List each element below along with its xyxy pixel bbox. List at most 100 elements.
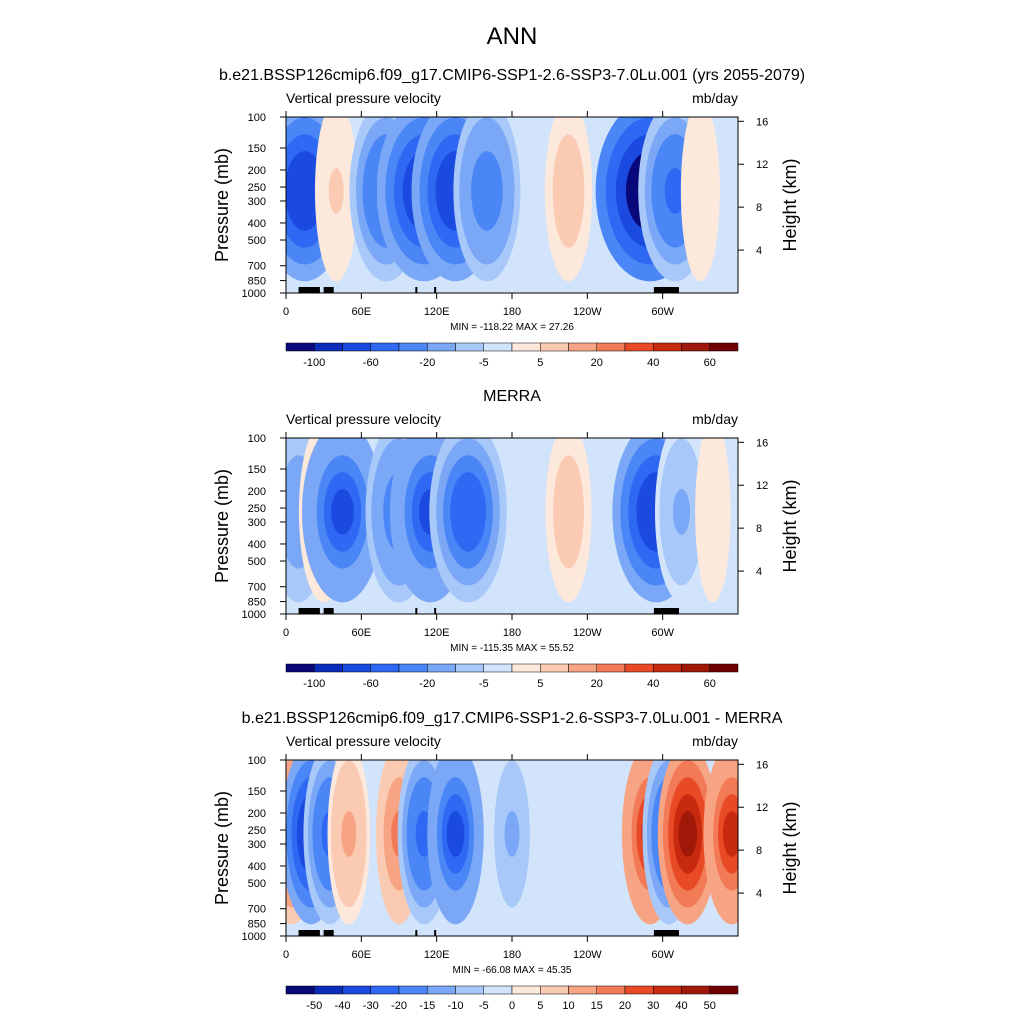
y-tick-label: 200 [248,165,266,177]
x-tick-label: 180 [503,627,521,639]
colorbar-swatch [427,985,456,995]
colorbar-swatch [342,663,371,673]
colorbar-label: 60 [704,678,716,690]
x-tick-label: 180 [503,306,521,318]
topography-mask [415,608,418,614]
colorbar-swatch [540,985,569,995]
contour-cell [331,489,354,535]
colorbar-label: 40 [647,357,659,369]
colorbar-label: 60 [704,357,716,369]
x-tick-label: 120E [424,306,450,318]
colorbar-swatch [681,342,710,352]
topography-mask [434,287,437,293]
y-tick-label: 1000 [242,931,266,943]
y-tick-label: 850 [248,597,266,609]
colorbar-swatch [314,985,343,995]
x-tick-label: 120W [573,627,602,639]
topography-mask [434,930,437,936]
panel-title: b.e21.BSSP126cmip6.f09_g17.CMIP6-SSP1-2.… [242,710,783,727]
y-axis-label-right: Height (km) [780,479,800,572]
contour-cell [678,811,697,857]
units-label: mb/day [692,733,738,749]
y-tick-label: 400 [248,539,266,551]
y-tick-right-label: 8 [756,845,762,857]
colorbar-label: -30 [363,1000,379,1012]
y-tick-label: 150 [248,786,266,798]
units-label: mb/day [692,90,738,106]
y-tick-label: 700 [248,904,266,916]
colorbar-label: 40 [647,678,659,690]
y-axis-label: Pressure (mb) [212,469,232,583]
colorbar-swatch [455,663,484,673]
y-tick-label: 700 [248,261,266,273]
x-tick-label: 120E [424,949,450,961]
contour-cell [560,168,577,214]
topography-mask [298,608,320,614]
y-tick-right-label: 4 [756,245,762,257]
colorbar-swatch [314,663,343,673]
colorbar-swatch [681,663,710,673]
x-tick-label: 60W [651,627,674,639]
colorbar-swatch [511,342,541,352]
contour-cell [328,168,344,214]
y-tick-label: 400 [248,861,266,873]
colorbar-swatch [653,985,682,995]
colorbar-label: -10 [448,1000,464,1012]
contour-cell [446,811,465,857]
y-tick-right-label: 12 [756,480,768,492]
y-tick-label: 300 [248,196,266,208]
colorbar-swatch [370,663,400,673]
panel-3: b.e21.BSSP126cmip6.f09_g17.CMIP6-SSP1-2.… [212,710,800,1012]
contour-cell [457,489,480,535]
figure-title: ANN [487,23,538,50]
x-tick-label: 0 [283,306,289,318]
y-tick-right-label: 8 [756,523,762,535]
colorbar-swatch [398,663,428,673]
colorbar-label: 5 [537,678,543,690]
colorbar-label: -100 [303,357,325,369]
y-tick-label: 500 [248,235,266,247]
colorbar-swatch [624,985,654,995]
colorbar-swatch [342,342,371,352]
x-tick-label: 120E [424,627,450,639]
y-tick-label: 150 [248,143,266,155]
y-tick-right-label: 16 [756,116,768,128]
colorbar-label: -5 [479,678,489,690]
colorbar-label: -20 [391,1000,407,1012]
colorbar-swatch [709,342,739,352]
contour-field [286,760,738,925]
y-tick-label: 300 [248,839,266,851]
colorbar-swatch [511,663,541,673]
units-label: mb/day [692,411,738,427]
contour-cell [504,811,520,857]
colorbar-swatch [540,342,569,352]
y-axis-label: Pressure (mb) [212,791,232,905]
x-tick-label: 60W [651,949,674,961]
x-tick-label: 60E [352,627,372,639]
y-tick-label: 1000 [242,288,266,300]
topography-mask [415,930,418,936]
y-tick-label: 700 [248,582,266,594]
colorbar-label: 5 [537,357,543,369]
y-tick-label: 300 [248,517,266,529]
contour-cell [673,489,690,535]
variable-label: Vertical pressure velocity [286,90,441,106]
min-max-stats: MIN = -66.08 MAX = 45.35 [453,965,572,976]
colorbar-swatch [285,663,315,673]
y-axis-label: Pressure (mb) [212,148,232,262]
colorbar-swatch [511,985,541,995]
colorbar-swatch [624,342,654,352]
colorbar-swatch [427,342,456,352]
y-tick-right-label: 4 [756,888,762,900]
colorbar-swatch [285,985,315,995]
contour-cell [693,168,708,214]
x-tick-label: 60E [352,306,372,318]
y-tick-right-label: 4 [756,566,762,578]
colorbar-swatch [568,985,597,995]
x-tick-label: 60W [651,306,674,318]
colorbar-swatch [596,342,626,352]
min-max-stats: MIN = -115.35 MAX = 55.52 [450,643,574,654]
colorbar-swatch [285,342,315,352]
x-tick-label: 120W [573,949,602,961]
colorbar-label: 5 [537,1000,543,1012]
